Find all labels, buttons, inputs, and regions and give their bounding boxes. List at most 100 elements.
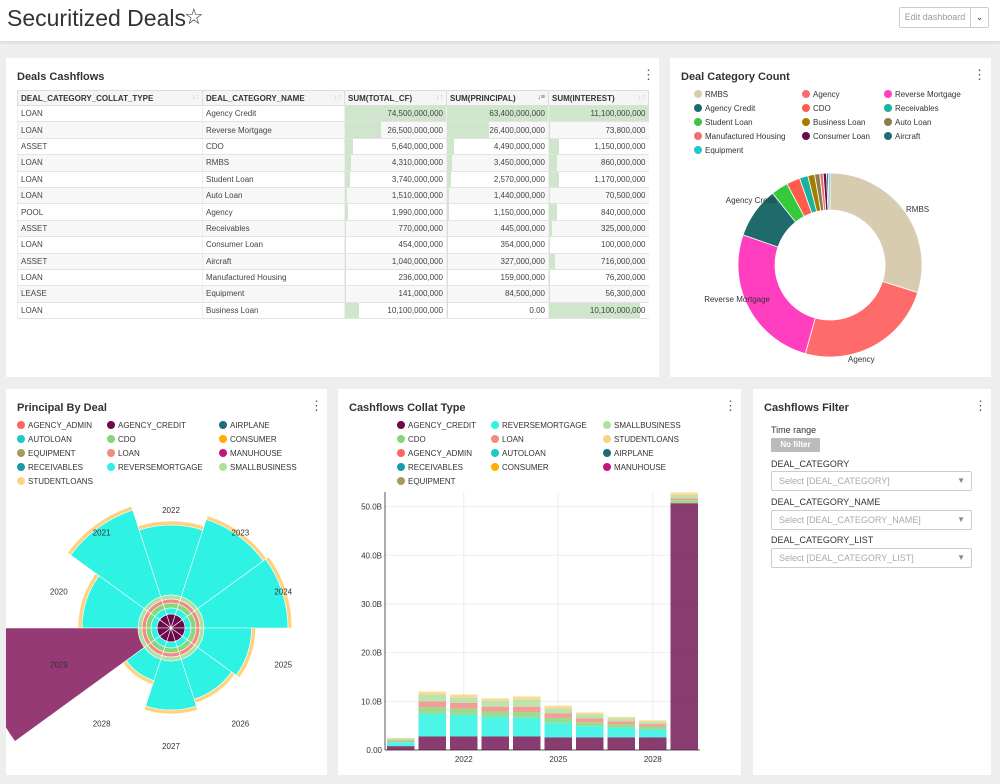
polar-wedge[interactable] [144, 705, 198, 715]
kebab-menu-icon[interactable]: ⋮ [974, 398, 987, 413]
bar-segment[interactable] [670, 503, 699, 750]
legend-item[interactable]: STUDENTLOANS [17, 477, 93, 486]
bar-segment[interactable] [576, 712, 604, 715]
deal-category-select[interactable]: Select [DEAL_CATEGORY] ▼ [771, 471, 972, 491]
bar-segment[interactable] [418, 713, 447, 737]
legend-item[interactable]: Business Loan [802, 118, 865, 127]
polar-wedge[interactable] [162, 602, 180, 610]
legend-item[interactable]: AIRPLANE [603, 449, 654, 458]
bar-segment[interactable] [450, 736, 478, 750]
bar-segment[interactable] [450, 708, 478, 715]
legend-item[interactable]: LOAN [107, 449, 140, 458]
legend-item[interactable]: AUTOLOAN [491, 449, 546, 458]
column-header[interactable]: SUM(INTEREST) ↓↑ [548, 90, 649, 106]
bar-segment[interactable] [418, 691, 447, 695]
bar-segment[interactable] [387, 740, 415, 743]
legend-item[interactable]: AGENCY_CREDIT [107, 421, 186, 430]
bar-segment[interactable] [481, 706, 510, 712]
legend-item[interactable]: EQUIPMENT [397, 477, 456, 486]
legend-item[interactable]: REVERSEMORTGAGE [491, 421, 587, 430]
kebab-menu-icon[interactable]: ⋮ [973, 67, 986, 82]
donut-slice[interactable] [827, 172, 831, 211]
polar-wedge[interactable] [164, 640, 178, 649]
legend-item[interactable]: AUTOLOAN [17, 435, 72, 444]
bar-segment[interactable] [639, 737, 667, 750]
bar-segment[interactable] [607, 721, 636, 725]
bar-segment[interactable] [576, 722, 604, 727]
bar-segment[interactable] [387, 739, 415, 741]
column-header[interactable]: SUM(TOTAL_CF) ↓↑ [344, 90, 447, 106]
deal-category-list-select[interactable]: Select [DEAL_CATEGORY_LIST] ▼ [771, 548, 972, 568]
bar-segment[interactable] [544, 737, 573, 750]
bar-segment[interactable] [513, 712, 541, 718]
legend-item[interactable]: Agency [802, 90, 840, 99]
polar-wedge[interactable] [235, 627, 256, 679]
no-filter-button[interactable]: No filter [771, 438, 820, 452]
bar-segment[interactable] [450, 694, 478, 698]
edit-dashboard-button[interactable]: Edit dashboard [899, 7, 971, 28]
legend-item[interactable]: Agency Credit [694, 104, 755, 113]
bar-segment[interactable] [607, 727, 636, 738]
bar-segment[interactable] [450, 702, 478, 709]
bar-segment[interactable] [607, 724, 636, 728]
bar-segment[interactable] [387, 742, 415, 747]
bar-segment[interactable] [513, 736, 541, 750]
deal-category-name-select[interactable]: Select [DEAL_CATEGORY_NAME] ▼ [771, 510, 972, 530]
bar-segment[interactable] [450, 714, 478, 737]
legend-item[interactable]: CONSUMER [219, 435, 277, 444]
donut-slice[interactable] [804, 281, 919, 358]
column-header[interactable]: DEAL_CATEGORY_NAME ↓↑ [202, 90, 345, 106]
kebab-menu-icon[interactable]: ⋮ [310, 398, 323, 413]
bar-segment[interactable] [576, 726, 604, 738]
legend-item[interactable]: Manufactured Housing [694, 132, 786, 141]
legend-item[interactable]: SMALLBUSINESS [603, 421, 681, 430]
bar-segment[interactable] [387, 746, 415, 750]
polar-wedge[interactable] [6, 627, 145, 742]
bar-segment[interactable] [513, 696, 541, 700]
legend-item[interactable]: EQUIPMENT [17, 449, 76, 458]
legend-item[interactable]: Aircraft [884, 132, 920, 141]
legend-item[interactable]: RMBS [694, 90, 728, 99]
polar-wedge[interactable] [162, 646, 180, 654]
bar-segment[interactable] [450, 697, 478, 703]
bar-segment[interactable] [544, 705, 573, 709]
bar-segment[interactable] [387, 737, 415, 739]
bar-segment[interactable] [513, 717, 541, 737]
legend-item[interactable]: AIRPLANE [219, 421, 270, 430]
bar-segment[interactable] [576, 718, 604, 723]
bar-segment[interactable] [418, 736, 447, 750]
bar-segment[interactable] [639, 721, 667, 725]
legend-item[interactable]: AGENCY_ADMIN [17, 421, 92, 430]
kebab-menu-icon[interactable]: ⋮ [724, 398, 737, 413]
bar-segment[interactable] [639, 726, 667, 730]
bar-segment[interactable] [670, 500, 699, 504]
bar-segment[interactable] [576, 737, 604, 750]
legend-item[interactable]: LOAN [491, 435, 524, 444]
polar-wedge[interactable] [67, 505, 134, 556]
bar-segment[interactable] [513, 699, 541, 707]
legend-item[interactable]: Auto Loan [884, 118, 931, 127]
bar-segment[interactable] [418, 707, 447, 714]
bar-segment[interactable] [639, 720, 667, 722]
donut-slice[interactable] [829, 172, 923, 294]
legend-item[interactable]: REVERSEMORTGAGE [107, 463, 203, 472]
bar-segment[interactable] [670, 492, 699, 495]
legend-item[interactable]: AGENCY_CREDIT [397, 421, 476, 430]
bar-segment[interactable] [607, 716, 636, 719]
bar-segment[interactable] [607, 737, 636, 750]
polar-wedge[interactable] [164, 607, 178, 616]
legend-item[interactable]: CDO [802, 104, 831, 113]
bar-segment[interactable] [418, 701, 447, 708]
legend-item[interactable]: MANUHOUSE [219, 449, 282, 458]
legend-item[interactable]: CONSUMER [491, 463, 549, 472]
bar-segment[interactable] [670, 498, 699, 501]
bar-segment[interactable] [481, 698, 510, 701]
bar-segment[interactable] [387, 738, 415, 740]
bar-segment[interactable] [639, 724, 667, 727]
chevron-down-icon[interactable]: ⌄ [970, 7, 989, 28]
bar-segment[interactable] [481, 716, 510, 737]
bar-segment[interactable] [544, 717, 573, 723]
bar-segment[interactable] [544, 722, 573, 738]
bar-segment[interactable] [544, 708, 573, 714]
legend-item[interactable]: AGENCY_ADMIN [397, 449, 472, 458]
